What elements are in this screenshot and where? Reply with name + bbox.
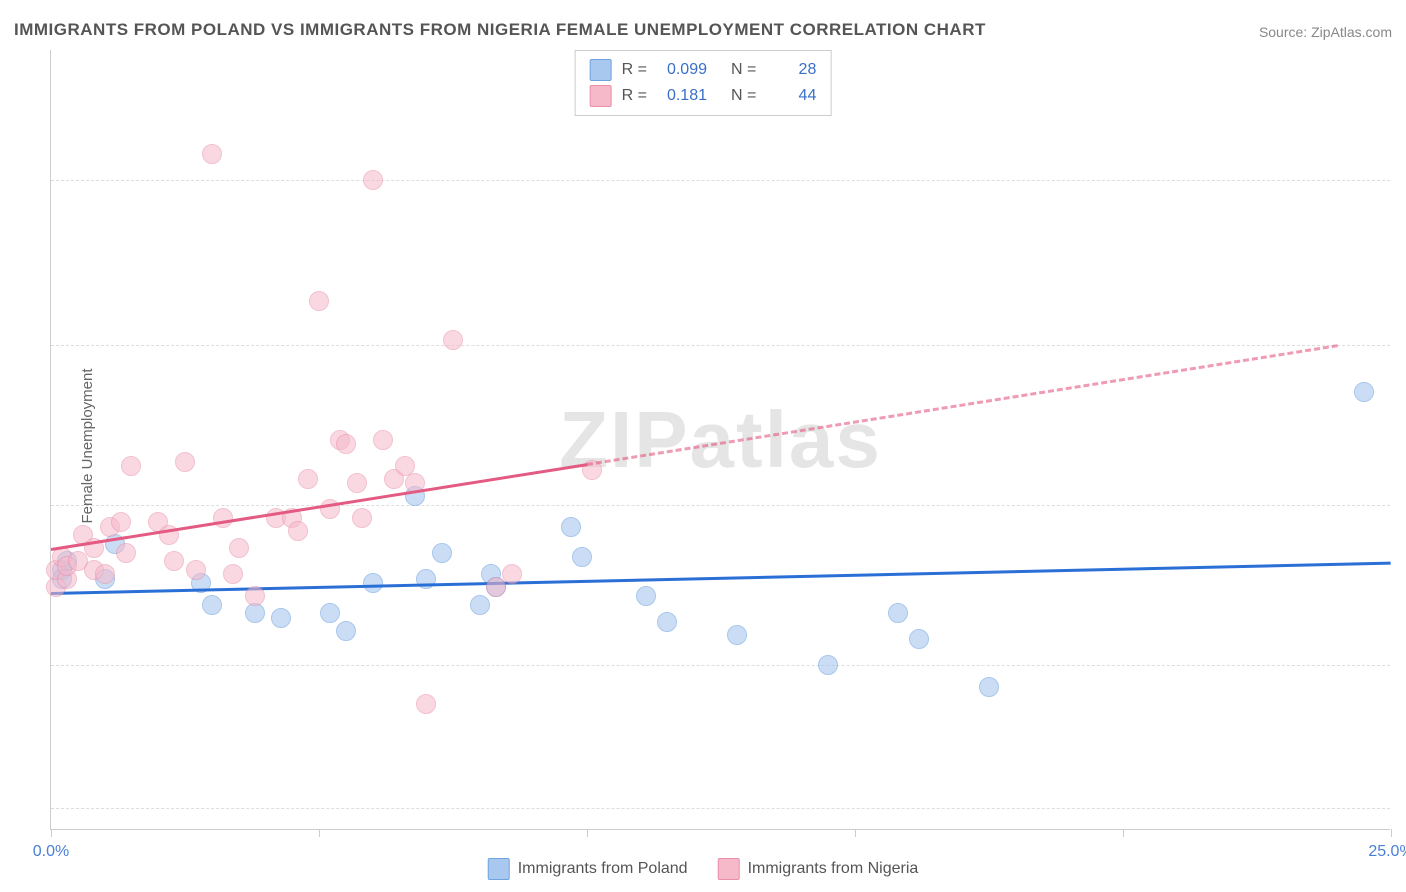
data-point: [1354, 382, 1374, 402]
data-point: [320, 603, 340, 623]
gridline-h: [51, 345, 1390, 346]
data-point: [561, 517, 581, 537]
legend-r-label: R =: [622, 87, 647, 105]
data-point: [470, 595, 490, 615]
legend-n-value: 28: [766, 61, 816, 79]
data-point: [288, 521, 308, 541]
trend-line: [587, 345, 1338, 467]
legend-swatch: [718, 858, 740, 880]
legend-swatch: [590, 59, 612, 81]
data-point: [186, 560, 206, 580]
gridline-h: [51, 505, 1390, 506]
x-tick-label: 25.0%: [1368, 843, 1406, 861]
data-point: [245, 586, 265, 606]
gridline-h: [51, 808, 1390, 809]
data-point: [636, 586, 656, 606]
data-point: [336, 621, 356, 641]
watermark: ZIPatlas: [559, 394, 882, 486]
data-point: [202, 144, 222, 164]
data-point: [245, 603, 265, 623]
data-point: [373, 430, 393, 450]
data-point: [979, 677, 999, 697]
trend-line: [51, 463, 587, 551]
data-point: [443, 330, 463, 350]
legend-r-value: 0.181: [657, 87, 707, 105]
legend-row: R = 0.099 N = 28: [590, 57, 817, 83]
data-point: [486, 577, 506, 597]
legend-swatch: [488, 858, 510, 880]
x-tick-label: 0.0%: [33, 843, 69, 861]
data-point: [309, 291, 329, 311]
legend-n-label: N =: [731, 61, 756, 79]
legend-r-value: 0.099: [657, 61, 707, 79]
data-point: [657, 612, 677, 632]
chart-container: IMMIGRANTS FROM POLAND VS IMMIGRANTS FRO…: [0, 0, 1406, 892]
source-attribution: Source: ZipAtlas.com: [1259, 24, 1392, 40]
data-point: [572, 547, 592, 567]
data-point: [363, 170, 383, 190]
x-tick-mark: [1123, 829, 1124, 837]
data-point: [727, 625, 747, 645]
data-point: [213, 508, 233, 528]
data-point: [909, 629, 929, 649]
data-point: [298, 469, 318, 489]
x-tick-mark: [855, 829, 856, 837]
data-point: [202, 595, 222, 615]
correlation-legend: R = 0.099 N = 28 R = 0.181 N = 44: [575, 50, 832, 116]
legend-item: Immigrants from Nigeria: [718, 858, 919, 880]
data-point: [223, 564, 243, 584]
x-tick-mark: [587, 829, 588, 837]
legend-row: R = 0.181 N = 44: [590, 83, 817, 109]
gridline-h: [51, 665, 1390, 666]
legend-n-label: N =: [731, 87, 756, 105]
x-tick-mark: [1391, 829, 1392, 837]
data-point: [229, 538, 249, 558]
legend-n-value: 44: [766, 87, 816, 105]
data-point: [111, 512, 131, 532]
data-point: [95, 564, 115, 584]
gridline-h: [51, 180, 1390, 181]
data-point: [352, 508, 372, 528]
data-point: [164, 551, 184, 571]
data-point: [502, 564, 522, 584]
data-point: [121, 456, 141, 476]
x-tick-mark: [319, 829, 320, 837]
legend-swatch: [590, 85, 612, 107]
series-legend: Immigrants from Poland Immigrants from Ni…: [488, 858, 919, 880]
chart-title: IMMIGRANTS FROM POLAND VS IMMIGRANTS FRO…: [14, 20, 986, 40]
x-tick-mark: [51, 829, 52, 837]
plot-area: ZIPatlas 3.8%7.5%11.2%15.0%0.0%25.0%: [50, 50, 1390, 830]
data-point: [818, 655, 838, 675]
data-point: [336, 434, 356, 454]
data-point: [416, 694, 436, 714]
data-point: [271, 608, 291, 628]
data-point: [347, 473, 367, 493]
data-point: [175, 452, 195, 472]
data-point: [888, 603, 908, 623]
legend-label: Immigrants from Poland: [518, 860, 688, 878]
data-point: [363, 573, 383, 593]
legend-item: Immigrants from Poland: [488, 858, 688, 880]
legend-label: Immigrants from Nigeria: [748, 860, 919, 878]
data-point: [432, 543, 452, 563]
legend-r-label: R =: [622, 61, 647, 79]
data-point: [116, 543, 136, 563]
